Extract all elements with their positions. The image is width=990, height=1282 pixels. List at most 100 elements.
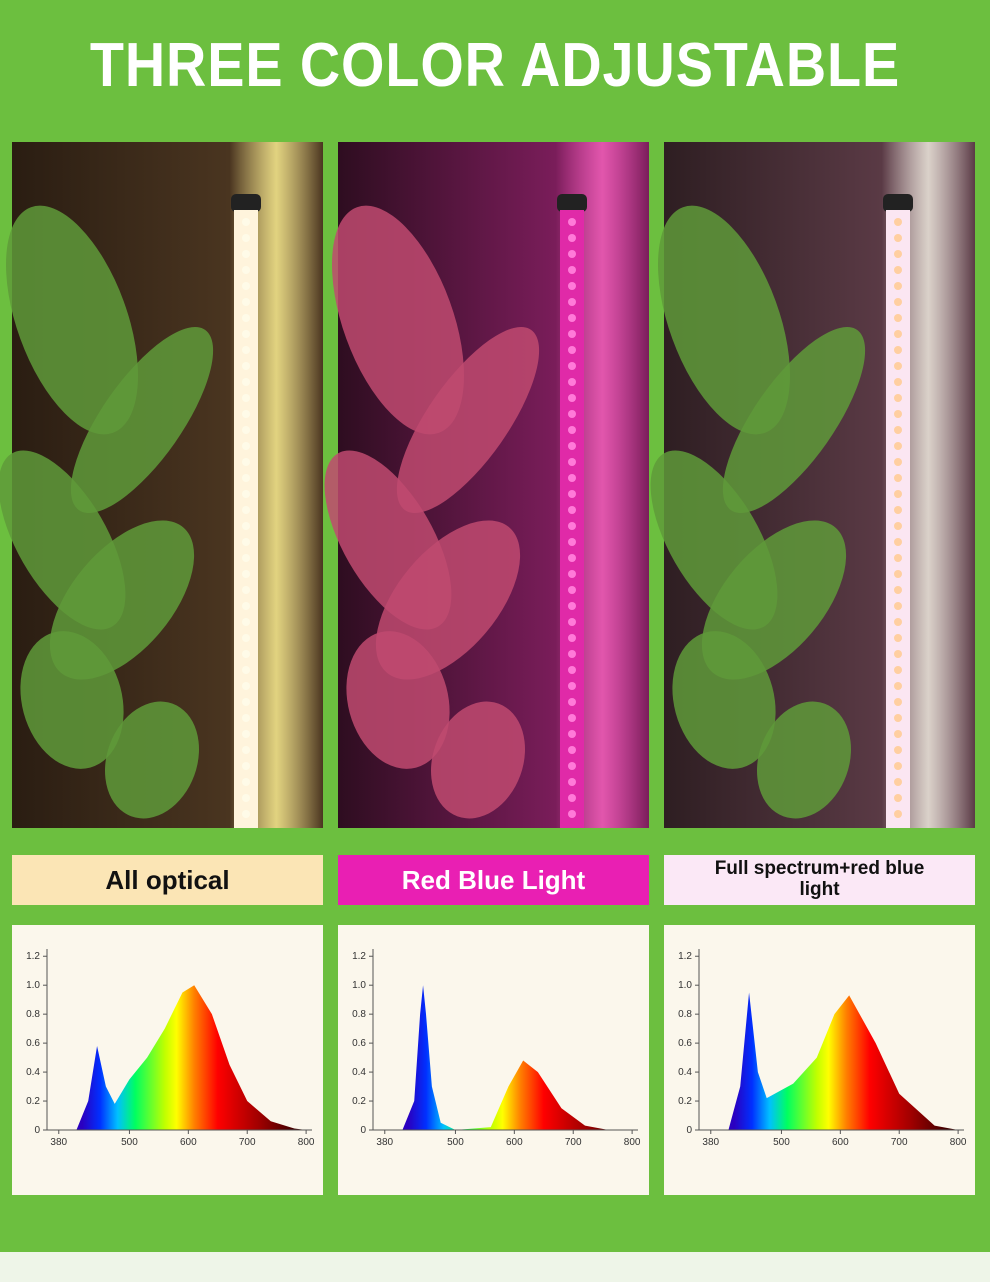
y-tick-label: 0.2 — [26, 1096, 40, 1107]
led — [568, 698, 576, 706]
y-tick-label: 1.2 — [678, 951, 692, 962]
led — [242, 778, 250, 786]
led — [894, 266, 902, 274]
y-tick-label: 1.0 — [352, 980, 366, 991]
light-tube — [234, 210, 258, 828]
led — [242, 602, 250, 610]
y-tick-label: 0 — [360, 1125, 366, 1136]
leaf — [658, 205, 790, 435]
led — [242, 810, 250, 818]
light-tube — [886, 210, 910, 828]
leaf — [20, 631, 124, 769]
leaf — [104, 701, 200, 819]
led — [242, 346, 250, 354]
led — [242, 410, 250, 418]
led — [894, 634, 902, 642]
led — [894, 234, 902, 242]
led — [894, 378, 902, 386]
led — [242, 234, 250, 242]
y-tick-label: 0.4 — [352, 1067, 366, 1078]
led — [568, 618, 576, 626]
led — [242, 698, 250, 706]
led — [568, 410, 576, 418]
led — [242, 714, 250, 722]
led — [242, 458, 250, 466]
y-tick-label: 0.2 — [678, 1096, 692, 1107]
led — [568, 234, 576, 242]
led — [568, 330, 576, 338]
leaf — [396, 327, 540, 513]
led — [242, 746, 250, 754]
leaf — [672, 631, 776, 769]
led — [894, 650, 902, 658]
led — [894, 794, 902, 802]
light-tube-cap — [557, 194, 587, 212]
led — [568, 458, 576, 466]
led — [894, 666, 902, 674]
led — [894, 282, 902, 290]
led — [568, 778, 576, 786]
led — [242, 682, 250, 690]
led — [568, 554, 576, 562]
led — [894, 426, 902, 434]
leaf — [756, 701, 852, 819]
led — [568, 602, 576, 610]
y-tick-label: 0 — [34, 1125, 40, 1136]
y-tick-label: 0.6 — [678, 1038, 692, 1049]
led — [894, 506, 902, 514]
leaf — [346, 631, 450, 769]
led — [242, 362, 250, 370]
led — [242, 378, 250, 386]
led — [568, 426, 576, 434]
led — [894, 250, 902, 258]
led — [568, 378, 576, 386]
light-tube-cap — [883, 194, 913, 212]
spectrum-area — [402, 985, 609, 1130]
led — [568, 298, 576, 306]
led — [242, 762, 250, 770]
led — [894, 730, 902, 738]
led — [894, 762, 902, 770]
led — [568, 762, 576, 770]
led — [894, 778, 902, 786]
panel-label: Red Blue Light — [338, 855, 649, 905]
led — [894, 682, 902, 690]
led — [568, 570, 576, 578]
y-tick-label: 0.4 — [678, 1067, 692, 1078]
led — [242, 330, 250, 338]
led — [568, 682, 576, 690]
led — [242, 506, 250, 514]
led — [568, 522, 576, 530]
x-tick-label: 380 — [50, 1137, 67, 1148]
led — [568, 506, 576, 514]
x-tick-label: 500 — [447, 1137, 464, 1148]
led — [568, 218, 576, 226]
led — [568, 282, 576, 290]
y-tick-label: 1.2 — [26, 951, 40, 962]
led — [242, 474, 250, 482]
led — [894, 394, 902, 402]
led — [894, 714, 902, 722]
led — [568, 442, 576, 450]
led — [894, 474, 902, 482]
led — [242, 634, 250, 642]
led — [568, 394, 576, 402]
led — [894, 522, 902, 530]
chart-background — [338, 925, 649, 1195]
led — [568, 794, 576, 802]
x-tick-label: 380 — [376, 1137, 393, 1148]
y-tick-label: 0.8 — [352, 1009, 366, 1020]
panel-label: Full spectrum+red blue light — [664, 855, 975, 905]
y-tick-label: 0.6 — [26, 1038, 40, 1049]
led — [568, 346, 576, 354]
leaf — [722, 327, 866, 513]
title: THREE COLOR ADJUSTABLE — [89, 31, 901, 100]
led — [242, 522, 250, 530]
led — [242, 650, 250, 658]
x-tick-label: 800 — [298, 1137, 315, 1148]
led — [242, 618, 250, 626]
led — [568, 650, 576, 658]
led — [894, 410, 902, 418]
led — [894, 602, 902, 610]
led — [242, 266, 250, 274]
